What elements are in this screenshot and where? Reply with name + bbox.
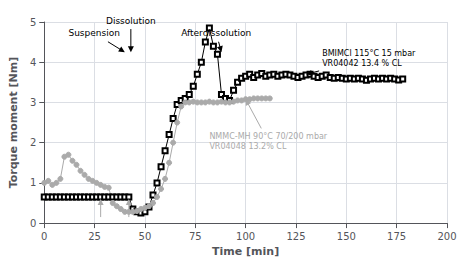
svg-text:Afterdissolution: Afterdissolution [181,28,251,38]
svg-text:0: 0 [30,218,36,229]
svg-text:0: 0 [41,231,47,242]
svg-text:5: 5 [30,17,36,28]
svg-text:VR04048 13.2% CL: VR04048 13.2% CL [209,142,287,151]
svg-text:125: 125 [286,231,305,242]
svg-text:200: 200 [437,231,456,242]
svg-text:25: 25 [88,231,101,242]
svg-text:BMIMCl 115°C 15 mbar: BMIMCl 115°C 15 mbar [322,49,416,58]
svg-text:100: 100 [236,231,255,242]
svg-text:150: 150 [337,231,356,242]
svg-text:75: 75 [189,231,202,242]
svg-text:1: 1 [30,177,36,188]
svg-text:Time [min]: Time [min] [212,245,279,258]
svg-text:50: 50 [139,231,152,242]
svg-text:Dissolution: Dissolution [106,16,156,26]
svg-text:175: 175 [387,231,406,242]
svg-text:3: 3 [30,97,36,108]
svg-text:4: 4 [30,57,36,68]
svg-text:Suspension: Suspension [68,28,119,38]
svg-text:NMMC-MH 90°C 70/200 mbar: NMMC-MH 90°C 70/200 mbar [209,132,327,141]
svg-text:Torque moment [Nm]: Torque moment [Nm] [7,57,20,189]
svg-text:2: 2 [30,137,36,148]
svg-text:VR04042 13.4 % CL: VR04042 13.4 % CL [322,59,402,68]
